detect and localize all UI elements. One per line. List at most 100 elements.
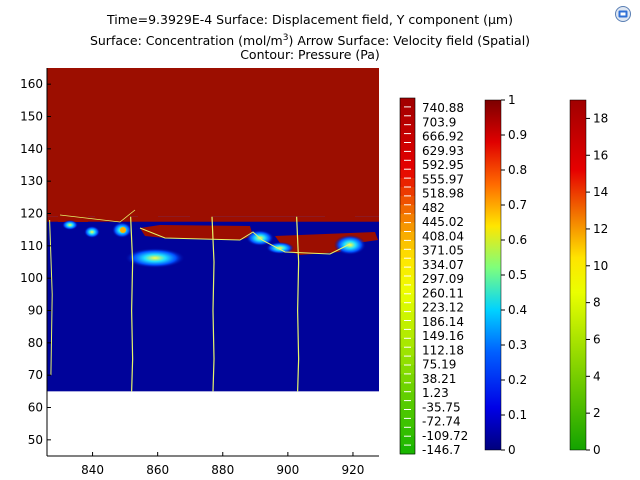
pressure-bar-segment-19 bbox=[400, 267, 415, 277]
pressure-bar-segment-32 bbox=[400, 382, 415, 392]
y-tick-label-60: 60 bbox=[28, 401, 43, 415]
concentration-bar bbox=[484, 99, 502, 451]
pressure-contour-upper bbox=[59, 209, 136, 223]
title-line-2-sup: 3 bbox=[282, 33, 289, 43]
y-tick-label-140: 140 bbox=[20, 142, 43, 156]
pressure-label-3: 629.93 bbox=[422, 144, 464, 158]
x-tick-label-900: 900 bbox=[276, 463, 299, 477]
pressure-bar-segment-27 bbox=[400, 338, 415, 348]
pressure-label-16: 149.16 bbox=[422, 329, 464, 343]
pressure-bar-segment-38 bbox=[400, 436, 415, 446]
hot-fragment-4 bbox=[325, 214, 355, 220]
hot-fragment-1 bbox=[95, 214, 130, 220]
pressure-label-0: 740.88 bbox=[422, 101, 464, 115]
pressure-label-6: 518.98 bbox=[422, 187, 464, 201]
pressure-label-21: -35.75 bbox=[422, 400, 461, 414]
concentration-label-10: 0 bbox=[508, 443, 516, 457]
concentration-label-4: 0.6 bbox=[508, 233, 527, 247]
pressure-contour-0 bbox=[130, 216, 134, 392]
pressure-bar-segment-28 bbox=[400, 347, 415, 357]
y-tick-label-100: 100 bbox=[20, 271, 43, 285]
title-line-2: Surface: Concentration (mol/m3) Arrow Su… bbox=[0, 30, 620, 49]
pressure-bar-segment-20 bbox=[400, 276, 415, 286]
pressure-contour-edge bbox=[49, 219, 53, 376]
pressure-bar-segment-14 bbox=[400, 222, 415, 232]
pressure-label-24: -146.7 bbox=[422, 443, 461, 457]
y-tick-label-50: 50 bbox=[28, 433, 43, 447]
pressure-bar-segment-34 bbox=[400, 400, 415, 410]
concentration-label-6: 0.4 bbox=[508, 303, 527, 317]
displacement-bar bbox=[569, 99, 587, 451]
y-tick-label-80: 80 bbox=[28, 336, 43, 350]
concentration-spot-6 bbox=[62, 220, 78, 230]
y-tick-label-150: 150 bbox=[20, 110, 43, 124]
y-tick-label-90: 90 bbox=[28, 304, 43, 318]
displacement-label-8: 2 bbox=[593, 406, 601, 420]
displacement-label-3: 12 bbox=[593, 222, 608, 236]
pressure-bar-segment-11 bbox=[400, 195, 415, 206]
pressure-bar-segment-3 bbox=[400, 124, 415, 134]
pressure-contour-1 bbox=[211, 216, 215, 392]
pressure-bar-segment-29 bbox=[400, 356, 415, 366]
y-tick-label-160: 160 bbox=[20, 77, 43, 91]
pressure-bar-segment-24 bbox=[400, 311, 415, 321]
pressure-contour-2 bbox=[296, 216, 300, 392]
hot-fragment-3 bbox=[190, 215, 212, 221]
pressure-bar-segment-33 bbox=[400, 391, 415, 401]
hot-fragment-2 bbox=[138, 213, 158, 219]
pressure-bar-segment-15 bbox=[400, 231, 415, 241]
concentration-label-2: 0.8 bbox=[508, 163, 527, 177]
pressure-bar-segment-22 bbox=[400, 293, 415, 303]
concentration-label-8: 0.2 bbox=[508, 373, 527, 387]
pressure-label-22: -72.74 bbox=[422, 415, 461, 429]
x-tick-label-920: 920 bbox=[342, 463, 365, 477]
title-line-3: Contour: Pressure (Pa) bbox=[240, 47, 380, 62]
concentration-label-0: 1 bbox=[508, 93, 516, 107]
plot-area bbox=[47, 68, 379, 392]
displacement-label-4: 10 bbox=[593, 259, 608, 273]
displacement-label-0: 18 bbox=[593, 111, 608, 125]
y-tick-label-110: 110 bbox=[20, 239, 43, 253]
concentration-spot-0 bbox=[125, 248, 185, 268]
pressure-bar-segment-26 bbox=[400, 329, 415, 339]
pressure-bar-frame bbox=[399, 97, 416, 455]
pressure-bar-segment-10 bbox=[400, 187, 415, 197]
pressure-label-5: 555.97 bbox=[422, 172, 464, 186]
concentration-label-5: 0.5 bbox=[508, 268, 527, 282]
pressure-bar-segment-17 bbox=[400, 249, 415, 259]
pressure-label-10: 371.05 bbox=[422, 244, 464, 258]
pressure-label-19: 38.21 bbox=[422, 372, 456, 386]
pressure-label-9: 408.04 bbox=[422, 229, 464, 243]
pressure-bar-segment-39 bbox=[400, 445, 415, 455]
pressure-bar-segment-37 bbox=[400, 427, 415, 437]
displacement-label-7: 4 bbox=[593, 369, 601, 383]
displacement-label-1: 16 bbox=[593, 148, 608, 162]
pressure-bar-segment-35 bbox=[400, 409, 415, 419]
pressure-bar-segment-5 bbox=[400, 142, 415, 152]
pressure-bar-segment-8 bbox=[400, 169, 415, 179]
hot-fragment-0 bbox=[58, 216, 88, 222]
pressure-bar-segment-4 bbox=[400, 133, 415, 143]
pressure-bar-segment-13 bbox=[400, 213, 415, 223]
pressure-bar-segment-18 bbox=[400, 258, 415, 268]
plot-axes: 50 60 70 80 90 100 110 120 130 140 150 160 840 860 880… bbox=[20, 68, 379, 477]
colorbars: 740.88703.9666.92629.93592.95555.97518.9… bbox=[399, 93, 608, 457]
pressure-label-4: 592.95 bbox=[422, 158, 464, 172]
pressure-contour-interface bbox=[139, 227, 351, 255]
interface-band bbox=[47, 216, 379, 222]
pressure-label-2: 666.92 bbox=[422, 130, 464, 144]
x-tick-label-860: 860 bbox=[146, 463, 169, 477]
pressure-label-18: 75.19 bbox=[422, 358, 456, 372]
concentration-label-9: 0.1 bbox=[508, 408, 527, 422]
title-line-1: Time=9.3929E-4 Surface: Displacement fie… bbox=[107, 12, 513, 27]
y-tick-label-70: 70 bbox=[28, 368, 43, 382]
pressure-bar-segment-25 bbox=[400, 320, 415, 330]
pressure-bar-segment-6 bbox=[400, 151, 415, 161]
comsol-logo-icon[interactable] bbox=[614, 5, 632, 23]
hot-spot bbox=[120, 227, 126, 233]
concentration-spot-2 bbox=[84, 226, 100, 238]
title-line-2-suffix: ) Arrow Surface: Velocity field (Spatial… bbox=[288, 33, 531, 49]
pressure-label-8: 445.02 bbox=[422, 215, 464, 229]
title-line-2-prefix: Surface: Concentration (mol/m bbox=[89, 33, 283, 49]
